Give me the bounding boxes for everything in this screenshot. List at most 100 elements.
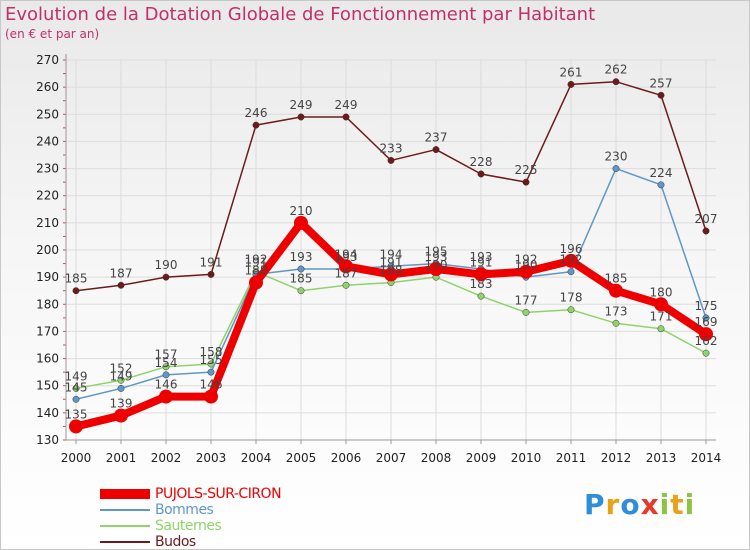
data-point-bommes xyxy=(162,371,170,379)
data-label-pujols-sur-ciron: 191 xyxy=(470,255,493,269)
chart-title: Evolution de la Dotation Globale de Fonc… xyxy=(5,4,596,25)
x-tick-label: 2004 xyxy=(241,451,272,465)
series-lines xyxy=(69,78,713,434)
data-point-pujols-sur-ciron xyxy=(384,267,398,282)
data-label-budos: 190 xyxy=(155,258,178,272)
y-tick-label: 160 xyxy=(36,352,59,366)
data-label-pujols-sur-ciron: 192 xyxy=(515,253,538,267)
legend-swatch-bommes xyxy=(100,509,150,511)
data-point-sauternes xyxy=(162,363,170,371)
data-point-pujols-sur-ciron xyxy=(204,389,218,404)
data-label-budos: 262 xyxy=(605,63,628,77)
data-point-sauternes xyxy=(612,319,620,327)
data-label-pujols-sur-ciron: 146 xyxy=(155,378,178,392)
legend-label-sauternes: Sauternes xyxy=(155,518,222,534)
data-point-sauternes xyxy=(567,306,575,314)
data-label-pujols-sur-ciron: 185 xyxy=(605,272,628,286)
x-tick-label: 2007 xyxy=(376,451,407,465)
logo-letter: x xyxy=(640,488,660,521)
data-label-bommes: 155 xyxy=(200,353,223,367)
y-tick-label: 170 xyxy=(36,324,59,338)
data-point-budos xyxy=(207,270,215,278)
data-label-bommes: 145 xyxy=(65,380,88,394)
logo-letter: P xyxy=(584,488,606,521)
y-tick-label: 260 xyxy=(36,80,59,94)
data-label-sauternes: 187 xyxy=(335,266,358,280)
data-label-sauternes: 149 xyxy=(65,369,88,383)
proxiti-logo: Proxiti xyxy=(584,488,695,521)
data-label-bommes: 191 xyxy=(245,255,268,269)
data-label-bommes: 192 xyxy=(560,253,583,267)
data-point-pujols-sur-ciron xyxy=(474,267,488,282)
data-label-bommes: 230 xyxy=(605,150,628,164)
data-label-budos: 261 xyxy=(560,65,583,79)
data-point-pujols-sur-ciron xyxy=(294,215,308,230)
data-labels: 185 187 190 191 246 249 249 233 237 228 225 261 262 2… xyxy=(65,63,718,422)
data-label-budos: 237 xyxy=(425,131,448,145)
data-point-pujols-sur-ciron xyxy=(564,253,578,268)
data-point-budos xyxy=(117,281,125,289)
data-label-bommes: 149 xyxy=(110,369,133,383)
data-label-sauternes: 190 xyxy=(425,258,448,272)
y-tick-label: 230 xyxy=(36,162,59,176)
logo-letter: r xyxy=(605,488,621,521)
data-label-sauternes: 171 xyxy=(650,310,673,324)
logo-letter: i xyxy=(659,488,671,521)
data-point-sauternes xyxy=(342,281,350,289)
line-chart: 130 140 150 160 170 180 190 200 210 220 230 240 250 2… xyxy=(36,53,722,465)
data-label-pujols-sur-ciron: 188 xyxy=(245,264,268,278)
data-label-sauternes: 152 xyxy=(110,361,133,375)
x-tick-label: 2005 xyxy=(286,451,317,465)
data-point-pujols-sur-ciron xyxy=(69,419,83,434)
data-point-sauternes xyxy=(522,308,530,316)
x-tick-label: 2006 xyxy=(331,451,362,465)
data-point-bommes xyxy=(72,395,80,403)
data-label-budos: 246 xyxy=(245,106,268,120)
data-point-budos xyxy=(72,287,80,295)
data-point-pujols-sur-ciron xyxy=(429,262,443,276)
data-label-sauternes: 192 xyxy=(245,253,268,267)
data-label-bommes: 224 xyxy=(650,166,673,180)
x-tick-label: 2000 xyxy=(61,451,92,465)
data-label-bommes: 175 xyxy=(695,299,718,313)
data-point-budos xyxy=(162,273,170,281)
legend-swatch-budos xyxy=(100,541,150,543)
data-label-pujols-sur-ciron: 135 xyxy=(65,407,88,421)
legend-swatch-sauternes xyxy=(100,525,150,527)
x-tick-label: 2009 xyxy=(466,451,497,465)
chart-subtitle: (en € et par an) xyxy=(5,27,100,41)
y-tick-label: 250 xyxy=(36,107,59,121)
data-label-budos: 257 xyxy=(650,76,673,90)
data-point-sauternes xyxy=(477,292,485,300)
data-label-sauternes: 173 xyxy=(605,304,628,318)
data-point-bommes xyxy=(702,314,710,322)
y-tick-label: 240 xyxy=(36,134,59,148)
y-tick-label: 270 xyxy=(36,53,59,67)
data-point-pujols-sur-ciron xyxy=(159,389,173,404)
legend-label-budos: Budos xyxy=(155,534,196,550)
x-tick-label: 2013 xyxy=(646,451,677,465)
data-point-pujols-sur-ciron xyxy=(249,275,263,290)
x-tick-label: 2010 xyxy=(511,451,542,465)
data-label-sauternes: 162 xyxy=(695,334,718,348)
data-label-budos: 249 xyxy=(335,98,358,112)
data-point-sauternes xyxy=(297,287,305,295)
x-tick-label: 2012 xyxy=(601,451,632,465)
data-point-sauternes xyxy=(72,384,80,392)
data-label-sauternes: 157 xyxy=(155,348,178,362)
data-label-sauternes: 177 xyxy=(515,293,538,307)
data-point-budos xyxy=(522,178,530,186)
data-label-budos: 228 xyxy=(470,155,493,169)
x-tick-label: 2003 xyxy=(196,451,227,465)
data-label-pujols-sur-ciron: 196 xyxy=(560,242,583,256)
data-label-sauternes: 178 xyxy=(560,291,583,305)
y-tick-label: 210 xyxy=(36,216,59,230)
x-tick-label: 2014 xyxy=(691,451,722,465)
y-tick-label: 130 xyxy=(36,433,59,447)
data-label-budos: 249 xyxy=(290,98,313,112)
data-label-bommes: 195 xyxy=(425,245,448,259)
x-tick-label: 2011 xyxy=(556,451,587,465)
data-point-budos xyxy=(342,113,350,121)
data-label-pujols-sur-ciron: 193 xyxy=(425,250,448,264)
y-tick-label: 140 xyxy=(36,406,59,420)
